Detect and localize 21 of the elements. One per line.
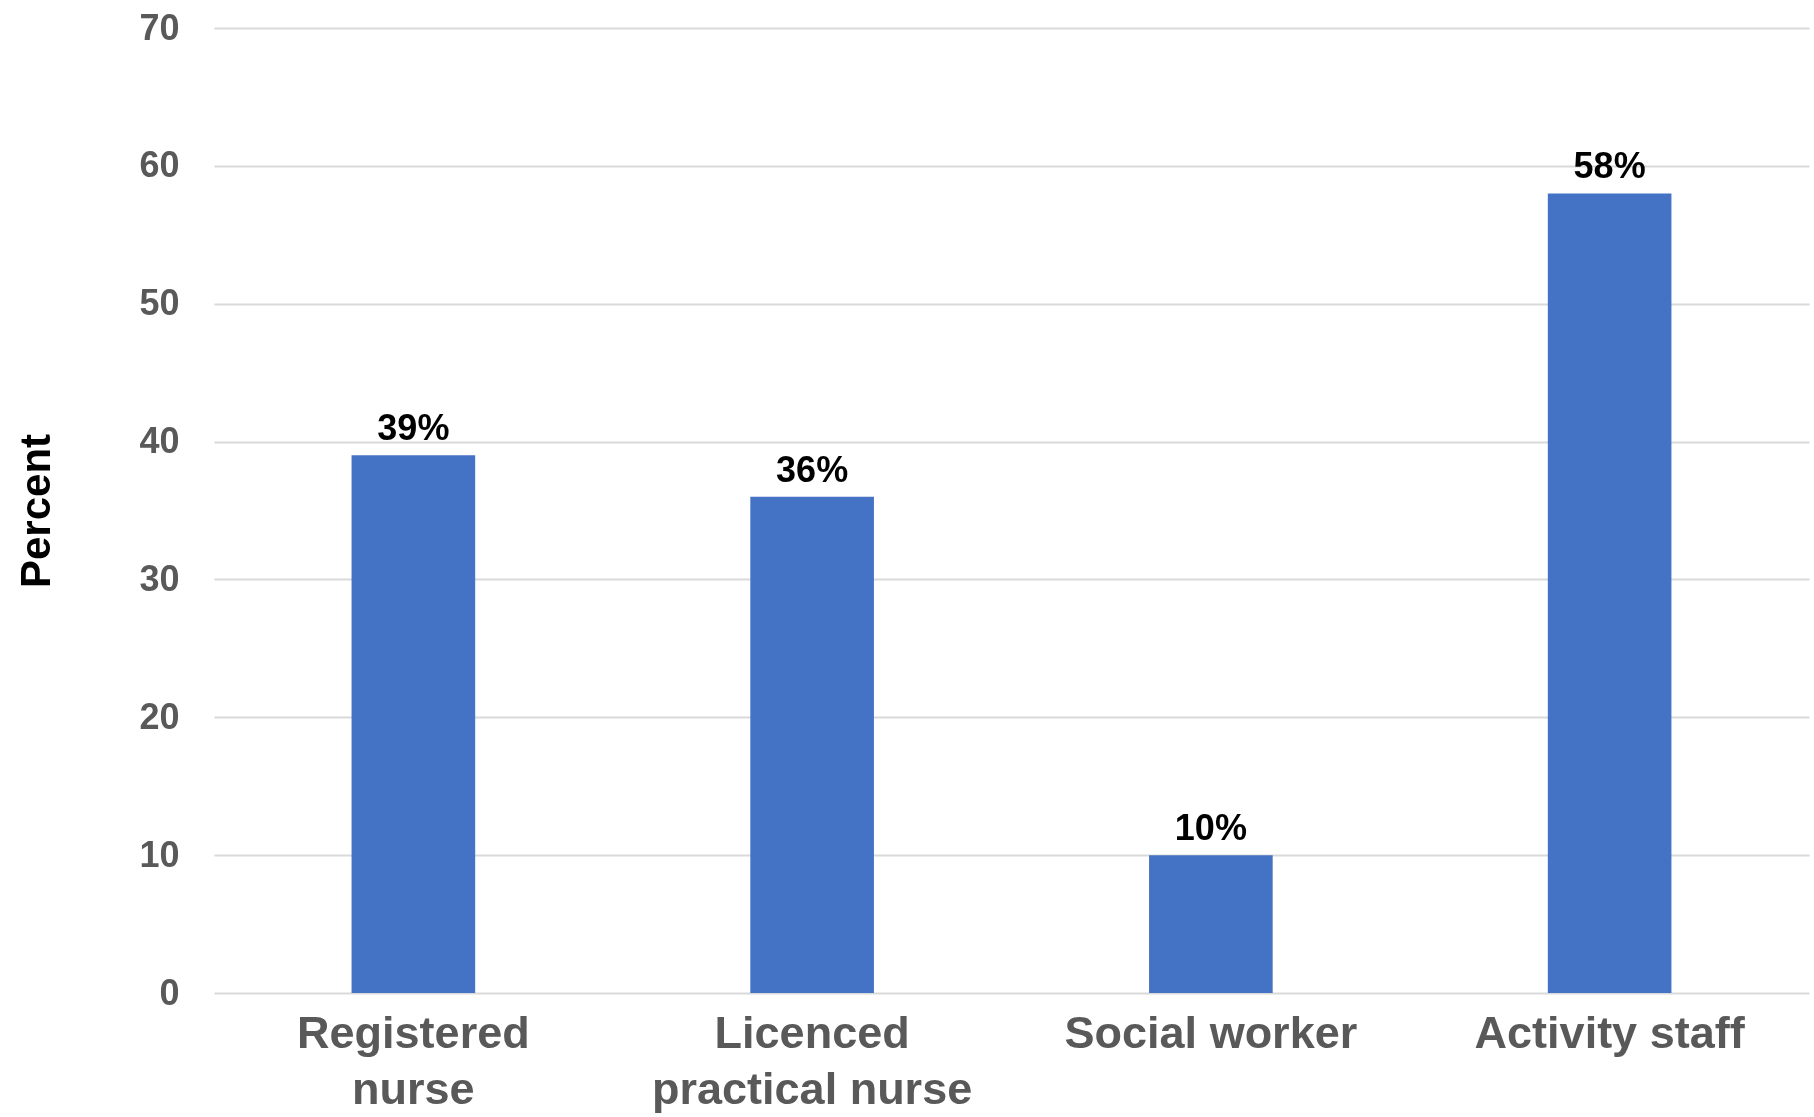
y-tick-label: 40 — [139, 420, 180, 462]
y-tick-label: 30 — [139, 557, 180, 599]
data-label: 10% — [1174, 807, 1247, 849]
y-axis-title: Percent — [12, 433, 60, 589]
y-tick-label: 10 — [139, 833, 180, 875]
y-tick-label: 60 — [139, 144, 180, 186]
data-label: 39% — [377, 407, 450, 449]
bar — [750, 496, 874, 993]
x-tick-label: Social worker — [1064, 1006, 1358, 1058]
bar — [1547, 193, 1672, 993]
x-tick-label: Activity staff — [1474, 1006, 1746, 1058]
data-label: 58% — [1573, 145, 1646, 187]
y-tick-label: 70 — [139, 6, 180, 48]
y-tick-label: 0 — [159, 971, 180, 1013]
bar — [351, 455, 476, 993]
x-tick-label: Registered nurse — [297, 1006, 530, 1114]
y-tick-label: 50 — [139, 282, 180, 324]
y-tick-label: 20 — [139, 695, 180, 737]
data-label: 36% — [776, 448, 849, 490]
bar — [1149, 855, 1273, 993]
x-tick-label: Licenced practical nurse — [652, 1006, 973, 1114]
